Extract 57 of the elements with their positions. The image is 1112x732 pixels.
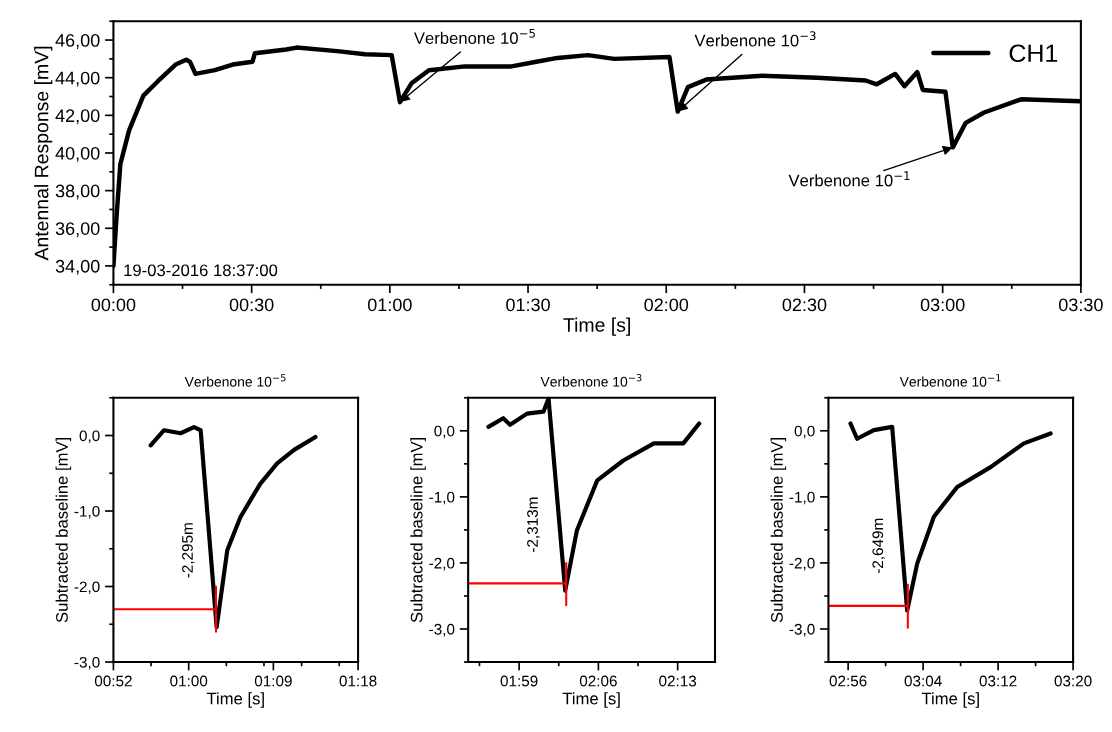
- y-axis-title: Subtracted baseline [mV]: [410, 437, 426, 623]
- x-tick-label: 02:06: [579, 675, 617, 687]
- x-tick-label: 03:20: [1054, 675, 1092, 687]
- y-axis-title: Subtracted baseline [mV]: [55, 437, 72, 623]
- y-tick-label: 38,00: [55, 184, 100, 200]
- x-tick-label: 00:30: [229, 298, 274, 312]
- y-tick-label: 40,00: [55, 146, 100, 162]
- x-tick-label: 01:00: [367, 298, 412, 312]
- legend-label: CH1: [1009, 44, 1058, 63]
- y-tick-label: 0,0: [434, 425, 455, 439]
- x-tick-label: 03:30: [1058, 298, 1103, 312]
- annotation: -2,313m: [527, 497, 540, 552]
- y-tick-label: 34,00: [55, 259, 100, 275]
- x-tick-label: 02:00: [644, 298, 689, 312]
- x-tick-label: 02:30: [782, 298, 827, 312]
- x-axis-title: Time [s]: [563, 317, 630, 336]
- y-tick-label: 0,0: [79, 430, 100, 444]
- annotation: 19-03-2016 18:37:00: [124, 264, 278, 277]
- y-tick-label: 44,00: [55, 71, 100, 87]
- y-tick-label: -3,0: [74, 656, 100, 670]
- y-axis-title: Antennal Response [mV]: [34, 46, 53, 261]
- x-tick-label: 01:00: [170, 675, 208, 687]
- y-tick-label: 36,00: [55, 222, 100, 238]
- y-tick-label: -2,0: [429, 557, 455, 571]
- x-tick-label: 03:00: [920, 298, 965, 312]
- y-tick-label: -2,0: [74, 581, 100, 595]
- annotation: Verbenone 10$^{−1}$: [788, 171, 910, 187]
- x-tick-label: 00:52: [94, 675, 132, 687]
- annotation: Verbenone 10$^{−5}$: [413, 28, 535, 45]
- x-tick-label: 01:30: [506, 298, 550, 312]
- y-tick-label: 0,0: [794, 425, 815, 439]
- y-tick-label: 42,00: [55, 109, 100, 125]
- x-tick-label: 01:18: [339, 675, 377, 687]
- y-tick-label: -2,0: [789, 557, 815, 571]
- y-tick-label: -1,0: [789, 491, 815, 505]
- x-tick-label: 02:13: [659, 675, 697, 687]
- y-tick-label: -3,0: [429, 623, 455, 637]
- x-axis-title: Time [s]: [206, 692, 264, 708]
- x-tick-label: 03:12: [979, 675, 1017, 687]
- y-axis-title: Subtracted baseline [mV]: [770, 437, 787, 623]
- annotation: Verbenone 10$^{−3}$: [694, 31, 816, 47]
- x-tick-label: 02:56: [829, 675, 867, 687]
- y-tick-label: 46,00: [55, 33, 100, 49]
- chart-title: Verbenone 10$^{−5}$: [184, 374, 286, 387]
- x-tick-label: 01:09: [254, 675, 292, 687]
- x-tick-label: 00:00: [91, 298, 136, 312]
- x-axis-title: Time [s]: [921, 692, 979, 708]
- annotation: -2,295m: [182, 523, 195, 578]
- x-tick-label: 01:59: [500, 675, 538, 687]
- chart-title: Verbenone 10$^{−1}$: [899, 374, 1001, 387]
- x-axis-title: Time [s]: [562, 692, 620, 708]
- annotation: -2,649m: [872, 518, 885, 574]
- x-tick-label: 03:04: [904, 675, 942, 687]
- y-tick-label: -1,0: [429, 491, 455, 505]
- y-tick-label: -3,0: [789, 623, 815, 637]
- y-tick-label: -1,0: [74, 505, 100, 519]
- chart-title: Verbenone 10$^{−3}$: [540, 374, 642, 387]
